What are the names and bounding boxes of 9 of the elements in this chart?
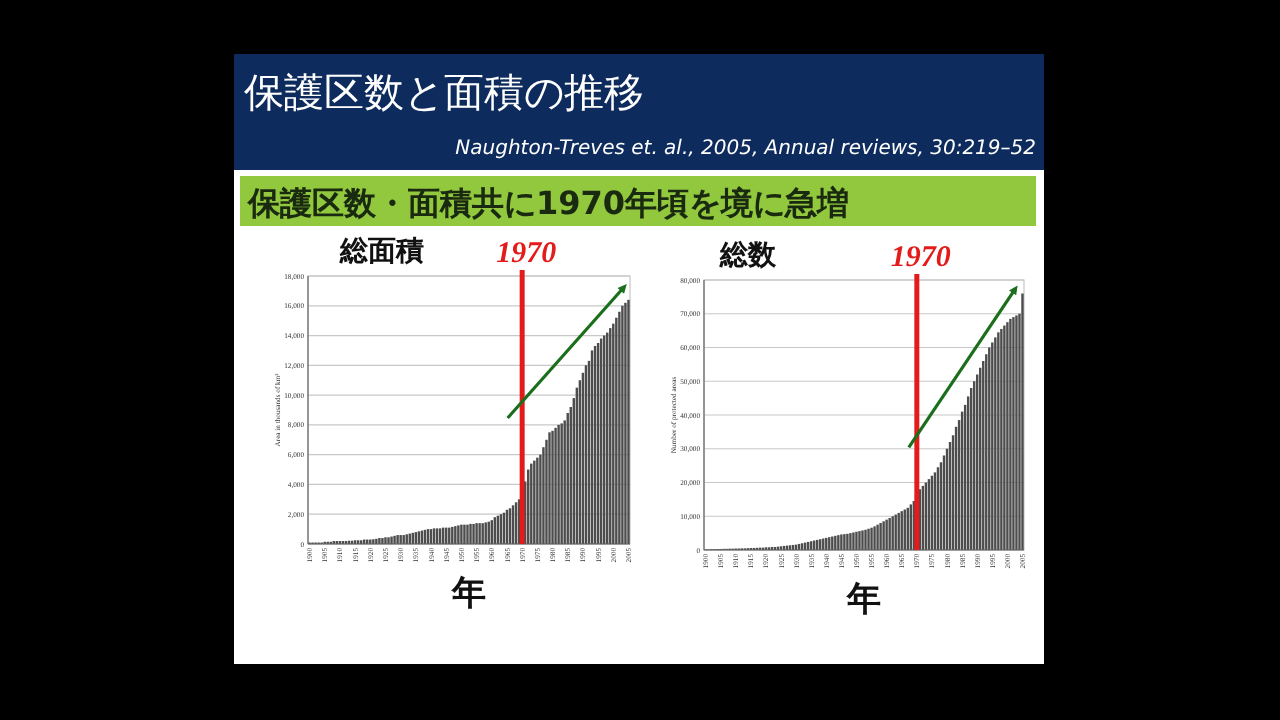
text: Naughton-Treves et. al., 2005, Annual reviews, 30:219–52 bbox=[455, 138, 1036, 160]
text: 保護区数と面積の推移 bbox=[244, 68, 644, 116]
ref-line-label: 1970 bbox=[496, 238, 558, 270]
chart-title: 総面積 bbox=[338, 236, 424, 268]
ref-line-label: 1970 bbox=[890, 242, 952, 274]
chart-title: 総数 bbox=[718, 240, 778, 272]
x-axis-title: 年 bbox=[845, 580, 881, 620]
x-axis-title: 年 bbox=[450, 574, 486, 614]
text: 保護区数・面積共に1970年頃を境に急増 bbox=[246, 184, 850, 222]
